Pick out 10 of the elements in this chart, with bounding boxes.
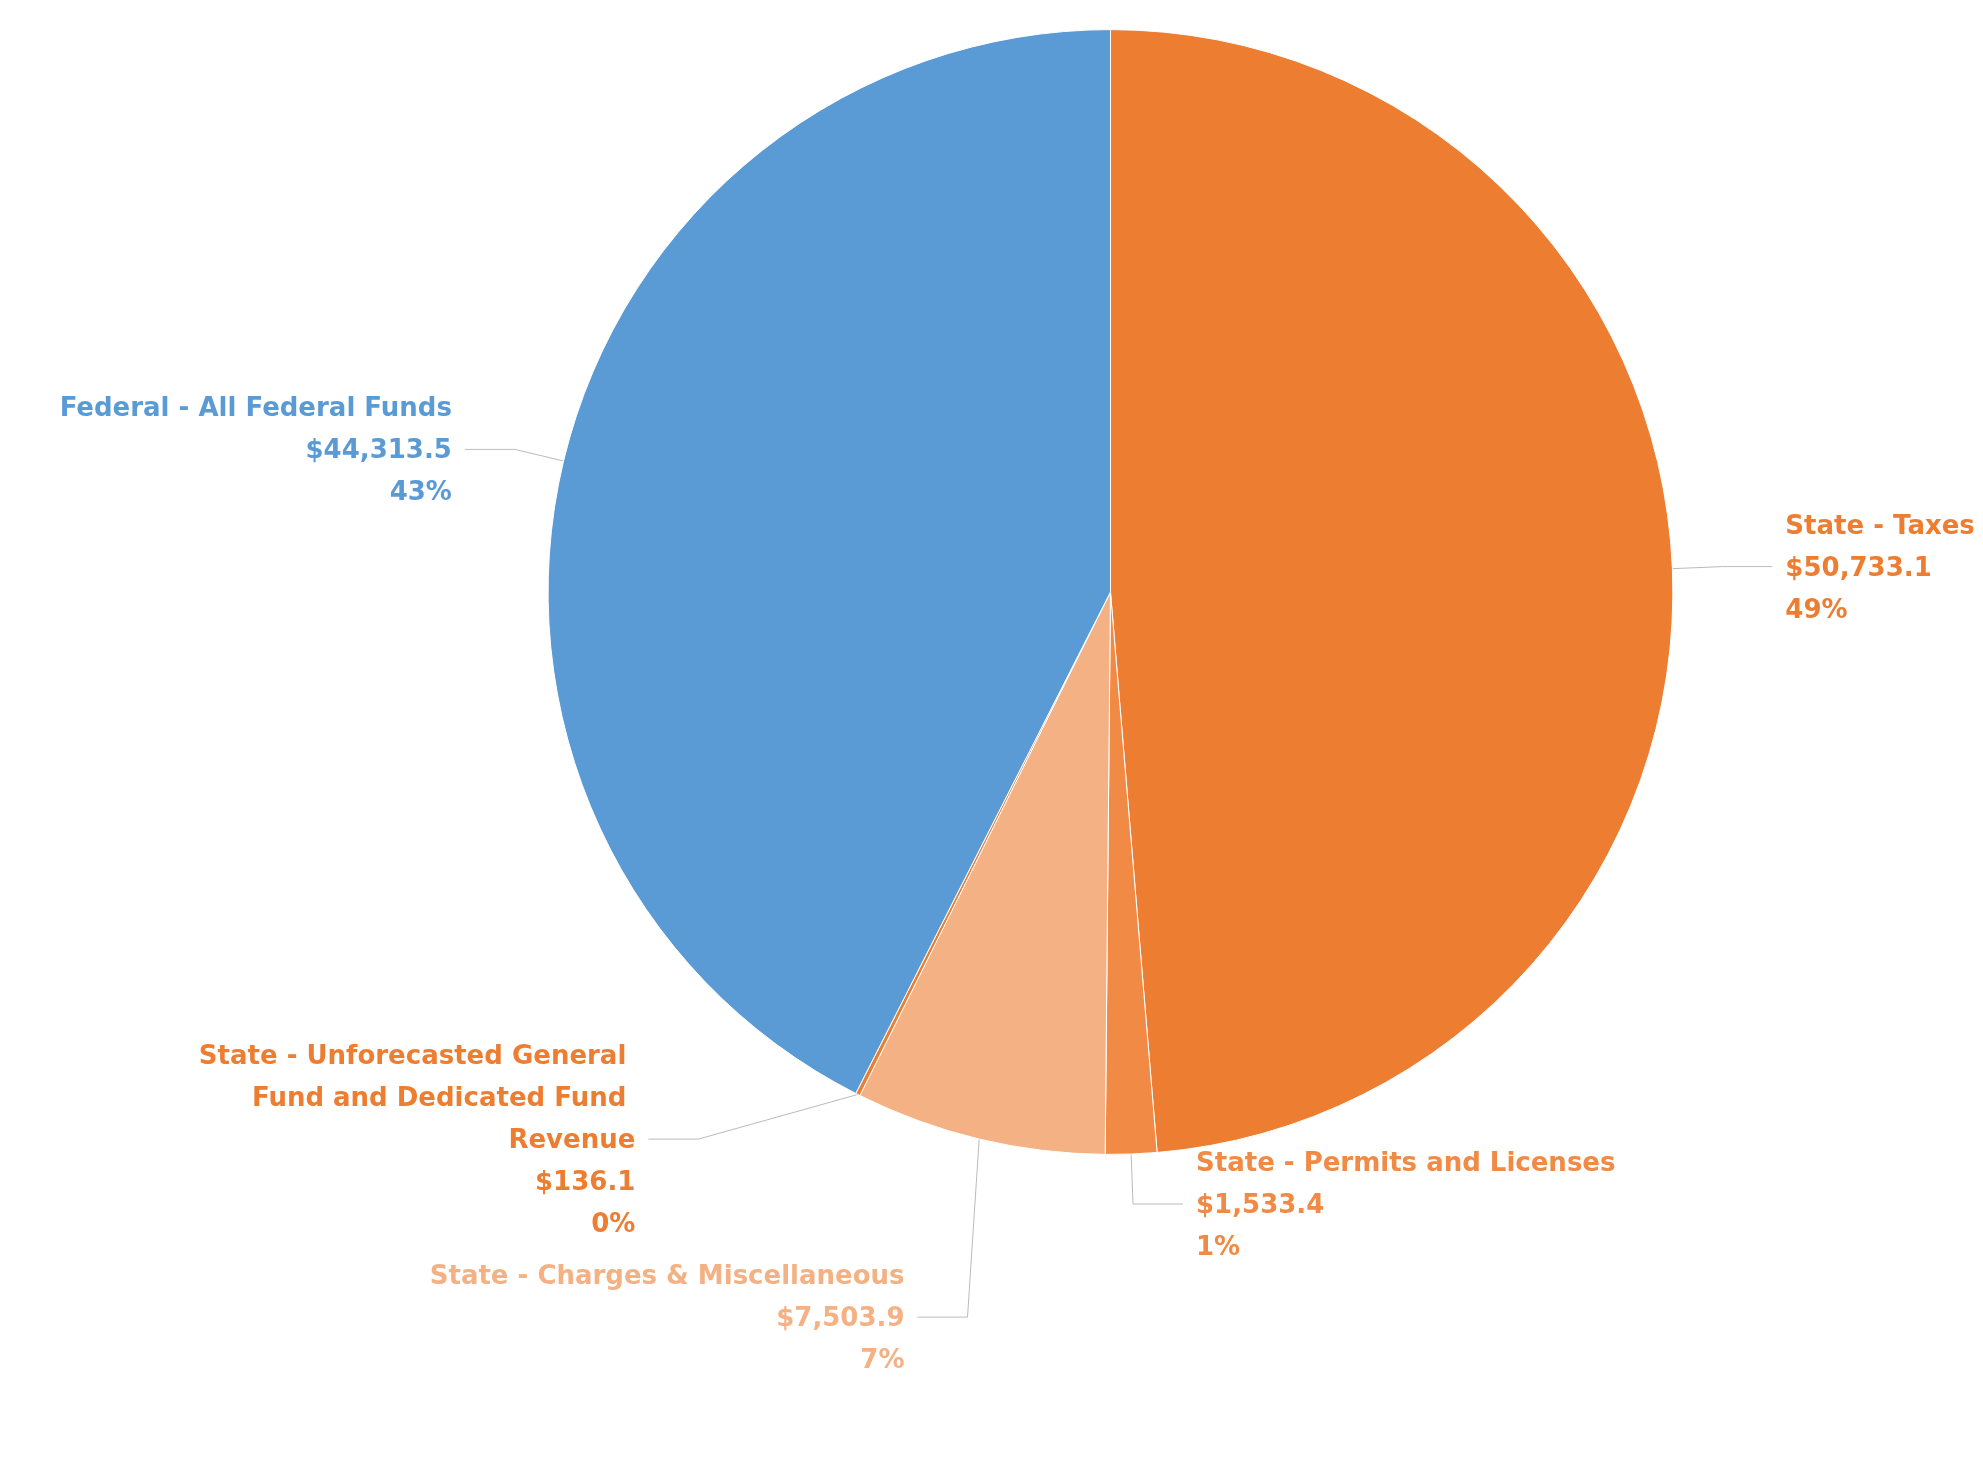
data-label: $1,533.4 1% [1196, 1188, 1325, 1261]
slice-label: State - Charges & Miscellaneous [429, 1260, 905, 1291]
slice-label: State - Taxes [1785, 509, 1975, 540]
slice-label: State - Permits and Licenses [1196, 1146, 1616, 1177]
slice-label: Federal - All Federal Funds [59, 392, 452, 423]
data-label: $44,313.5 43% [305, 434, 452, 507]
data-label: $7,503.9 7% [776, 1302, 905, 1375]
data-label: $50,733.1 49% [1785, 551, 1932, 624]
slice-label: State - Unforecasted General Fund and Dedicated Fund Revenue [198, 1040, 636, 1155]
data-label: $136.1 0% [535, 1166, 636, 1239]
